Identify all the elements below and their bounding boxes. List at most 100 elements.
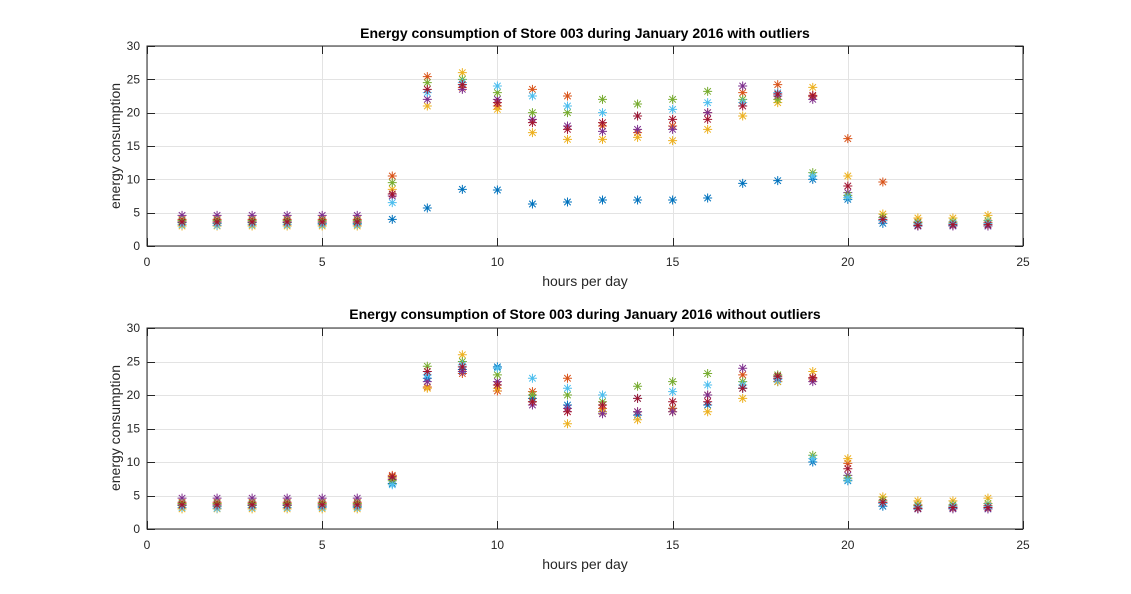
data-point [633, 124, 643, 134]
data-point [352, 217, 362, 227]
data-point [843, 134, 853, 144]
data-point [668, 407, 678, 417]
data-point [247, 217, 257, 227]
data-point [492, 98, 502, 108]
data-point [282, 493, 292, 503]
data-point [492, 363, 502, 373]
data-point [598, 94, 608, 104]
data-point [387, 472, 397, 482]
data-point [387, 189, 397, 199]
data-point [738, 88, 748, 98]
data-point [843, 192, 853, 202]
data-point [983, 210, 993, 220]
data-point [492, 88, 502, 98]
x-tick-label: 10 [491, 538, 505, 552]
ticks: 0 5 10 15 20 25 0 5 10 15 20 25 30 [127, 321, 1030, 552]
data-points [177, 350, 993, 514]
data-points [177, 68, 993, 231]
y-tick-label: 20 [127, 388, 141, 402]
x-tick-label: 20 [841, 255, 855, 269]
x-tick-label: 25 [1016, 255, 1030, 269]
data-point [598, 400, 608, 410]
data-point [703, 98, 713, 108]
data-point [422, 383, 432, 393]
data-point [492, 104, 502, 114]
data-point [527, 373, 537, 383]
data-point [808, 373, 818, 383]
y-axis-label: energy consumption [107, 365, 123, 491]
data-point [773, 176, 783, 186]
data-point [738, 81, 748, 91]
y-tick-label: 30 [127, 321, 141, 335]
data-point [387, 480, 397, 490]
y-tick-label: 25 [127, 72, 141, 86]
data-point [843, 464, 853, 474]
data-point [457, 68, 467, 78]
data-point [633, 393, 643, 403]
data-point [808, 454, 818, 464]
x-tick-label: 20 [841, 538, 855, 552]
data-point [212, 500, 222, 510]
data-point [668, 195, 678, 205]
data-point [422, 78, 432, 88]
data-point [948, 220, 958, 230]
data-point [843, 458, 853, 468]
data-point [598, 390, 608, 400]
data-point [913, 213, 923, 223]
data-point [843, 475, 853, 485]
data-point [282, 500, 292, 510]
data-point [527, 91, 537, 101]
data-point [913, 496, 923, 506]
data-point [457, 350, 467, 360]
data-point [738, 178, 748, 188]
data-point [703, 380, 713, 390]
data-point [983, 493, 993, 503]
data-point [562, 197, 572, 207]
data-point [422, 367, 432, 377]
data-point [668, 387, 678, 397]
data-point [422, 84, 432, 94]
data-point [527, 108, 537, 118]
data-point [177, 500, 187, 510]
data-point [492, 185, 502, 195]
data-point [633, 407, 643, 417]
data-point [527, 128, 537, 138]
data-point [212, 217, 222, 227]
data-point [422, 377, 432, 387]
data-point [457, 84, 467, 94]
x-tick-label: 15 [666, 255, 680, 269]
data-point [387, 214, 397, 224]
data-point [738, 111, 748, 121]
data-point [317, 210, 327, 220]
data-point [983, 503, 993, 513]
chart-title: Energy consumption of Store 003 during J… [360, 25, 810, 41]
subplot-without-outliers: 0 5 10 15 20 25 0 5 10 15 20 25 30 Energy consumptio… [107, 306, 1030, 572]
data-point [738, 370, 748, 380]
data-point [177, 210, 187, 220]
y-tick-label: 30 [127, 39, 141, 53]
data-point [703, 86, 713, 96]
data-point [668, 377, 678, 387]
data-point [843, 454, 853, 464]
data-point [598, 118, 608, 128]
x-tick-label: 5 [319, 538, 326, 552]
data-point [633, 415, 643, 425]
data-point [562, 134, 572, 144]
data-point [633, 111, 643, 121]
data-point [492, 81, 502, 91]
data-point [562, 383, 572, 393]
data-point [247, 500, 257, 510]
data-point [457, 367, 467, 377]
data-point [212, 493, 222, 503]
data-point [317, 493, 327, 503]
data-point [562, 419, 572, 429]
axes-frame [146, 327, 1024, 530]
subplot-with-outliers: 0 5 10 15 20 25 0 5 10 15 20 25 30 Energy consumptio… [107, 25, 1030, 289]
data-point [247, 210, 257, 220]
data-point [738, 101, 748, 111]
y-tick-label: 10 [127, 455, 141, 469]
data-point [913, 220, 923, 230]
data-point [703, 114, 713, 124]
data-point [562, 373, 572, 383]
data-point [668, 136, 678, 146]
